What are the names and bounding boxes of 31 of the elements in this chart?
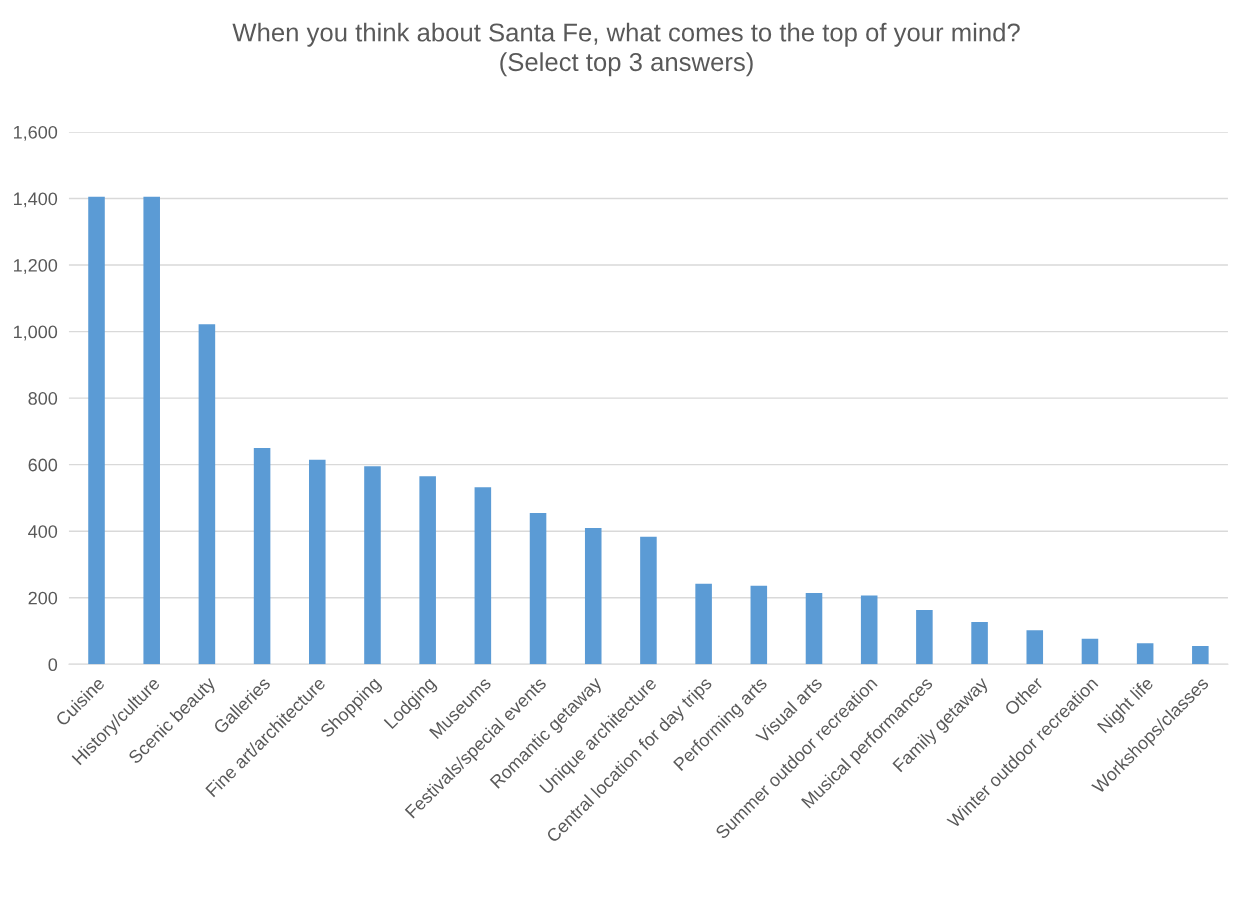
bar [860,595,878,665]
bar [1026,630,1044,665]
bar [750,585,768,665]
bar [971,622,988,665]
bar [253,448,271,665]
bar [1081,638,1099,665]
y-tick-label: 1,000 [14,325,58,341]
bar [1136,643,1154,665]
y-tick-label: 800 [28,392,58,405]
chart-title: When you think about Santa Fe, what comes to the top of your mind? (Select top 3 answers) [232,22,1020,77]
bar [88,196,105,665]
bar [198,324,216,665]
bar [916,610,933,665]
bar [309,459,326,665]
bar [584,527,602,665]
bar [364,466,381,665]
y-tick-label: 0 [48,658,58,672]
bar [529,512,547,665]
bar [419,476,436,665]
y-tick-label: 1,600 [14,125,58,141]
y-tick-label: 1,200 [14,258,58,274]
bar [805,593,823,665]
bar [1192,646,1209,665]
bar [474,487,492,665]
y-tick-label: 400 [28,525,58,538]
bar [695,583,712,665]
y-tick-label: 200 [28,591,58,605]
y-tick-label: 1,400 [14,192,58,208]
bar [640,536,657,665]
bar [143,196,160,665]
y-tick-label: 600 [28,458,58,472]
